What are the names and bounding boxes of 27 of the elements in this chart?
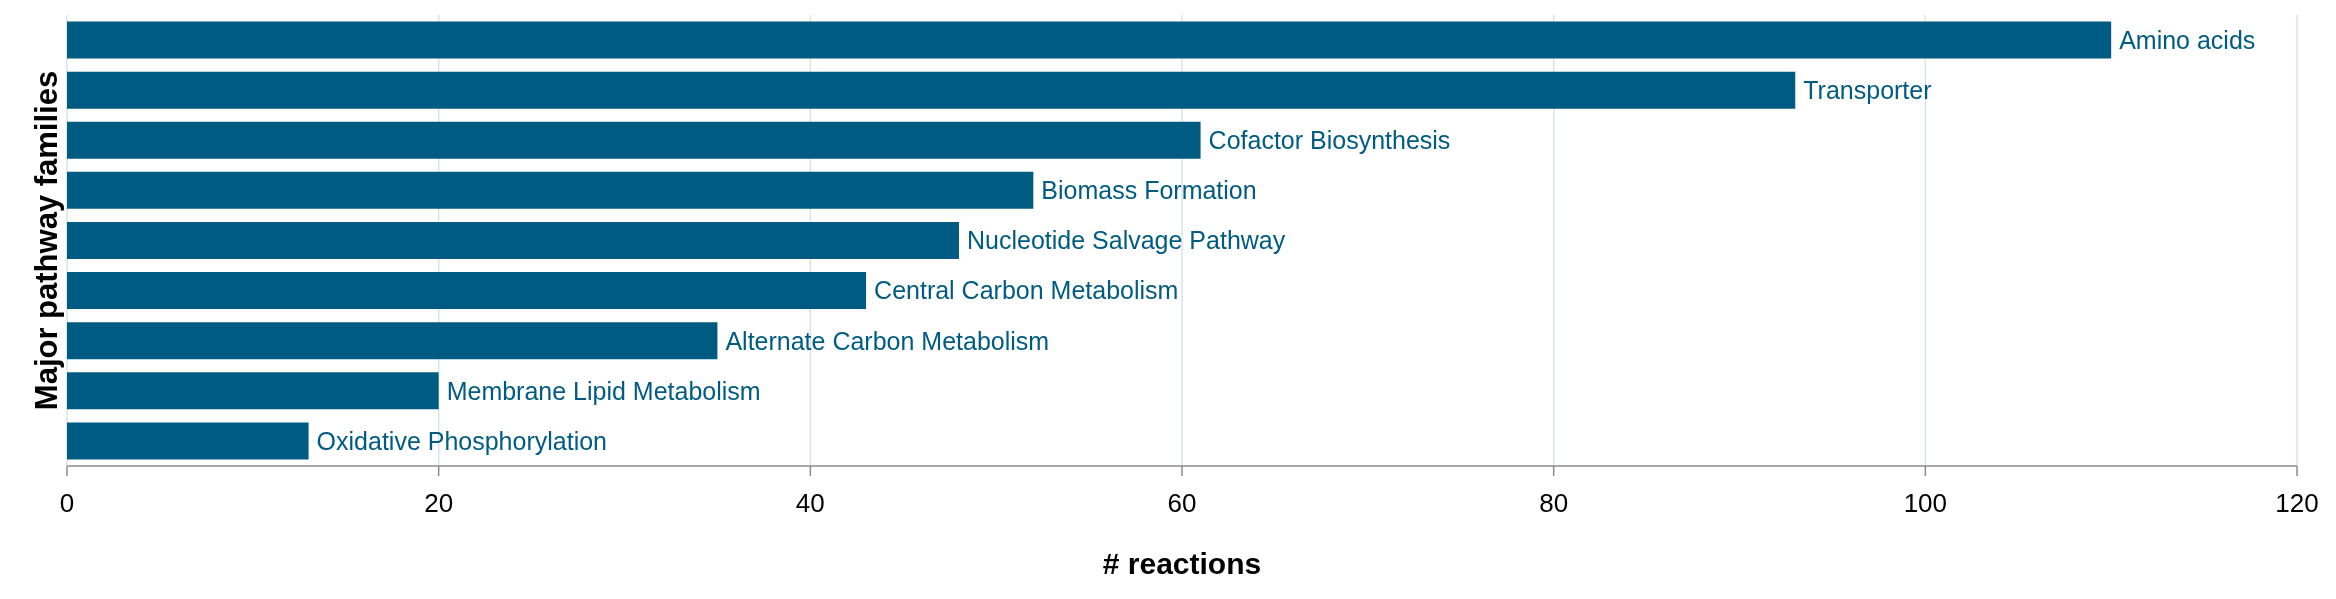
bar — [67, 322, 718, 360]
y-tick-label: Nucleotide Salvage Pathway — [967, 226, 1286, 255]
y-tick-label: Biomass Formation — [1041, 176, 1257, 205]
x-tick-label: 120 — [2275, 488, 2319, 519]
bar — [67, 272, 867, 310]
y-tick-label: Cofactor Biosynthesis — [1208, 126, 1451, 155]
bar — [67, 171, 1034, 209]
bar — [67, 221, 959, 259]
y-axis-title: Major pathway families — [28, 70, 64, 411]
y-tick-label: Alternate Carbon Metabolism — [725, 326, 1050, 355]
bar — [67, 372, 439, 410]
x-tick-label: 0 — [59, 488, 75, 519]
y-tick-label: Amino acids — [2119, 25, 2256, 54]
x-tick-label: 40 — [795, 488, 825, 519]
y-tick-label: Membrane Lipid Metabolism — [446, 376, 761, 405]
x-tick-label: 20 — [424, 488, 454, 519]
y-tick-label: Transporter — [1803, 76, 1932, 104]
x-tick-label: 100 — [1903, 488, 1948, 519]
y-tick-label: Oxidative Phosphorylation — [316, 426, 608, 455]
bar — [67, 21, 2112, 59]
x-tick-label: 60 — [1167, 488, 1197, 519]
x-tick-label: 80 — [1539, 488, 1569, 519]
bar — [67, 71, 1796, 109]
y-tick-label: Central Carbon Metabolism — [874, 276, 1179, 305]
bar — [67, 121, 1201, 159]
bar — [67, 422, 309, 460]
x-axis-title: # reactions — [1102, 547, 1262, 580]
